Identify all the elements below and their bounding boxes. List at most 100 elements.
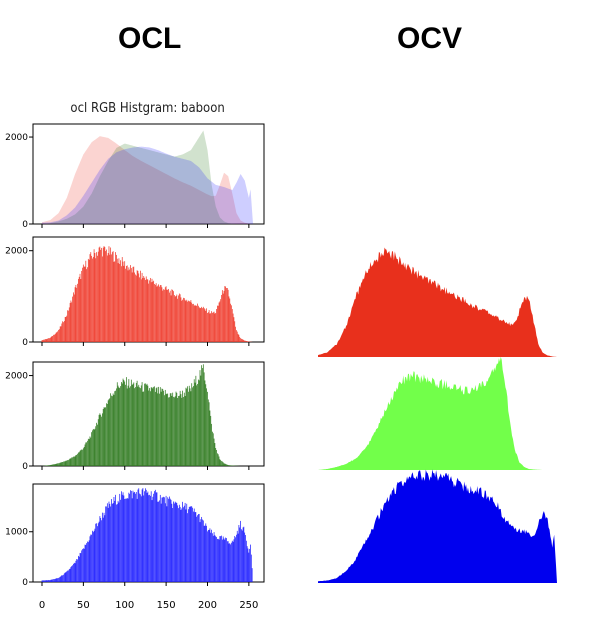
histogram-bar bbox=[162, 389, 164, 466]
histogram-bar bbox=[82, 449, 83, 466]
y-tick-label-2: 2000 bbox=[5, 372, 28, 382]
histogram-bar bbox=[192, 304, 193, 342]
histogram-bar bbox=[113, 394, 115, 466]
histogram-bar bbox=[191, 506, 193, 582]
histogram-bar bbox=[70, 566, 72, 582]
histogram-bar bbox=[62, 462, 64, 466]
histogram-bar bbox=[58, 463, 59, 466]
histogram-bar bbox=[97, 419, 99, 466]
y-tick-label-1: 2000 bbox=[5, 247, 28, 257]
histogram-bar bbox=[79, 450, 81, 466]
histogram-bar bbox=[238, 525, 240, 582]
histogram-bar bbox=[124, 499, 126, 582]
y-tick-label-2: 0 bbox=[22, 462, 28, 472]
histogram-bar bbox=[54, 334, 55, 342]
histogram-bar bbox=[151, 278, 153, 342]
histogram-bar bbox=[114, 261, 116, 342]
histogram-bar bbox=[73, 563, 74, 582]
histogram-bar bbox=[190, 300, 192, 342]
x-tick-label: 200 bbox=[198, 600, 217, 611]
histogram-bar bbox=[158, 386, 159, 466]
histogram-bar bbox=[58, 577, 59, 582]
histogram-bar bbox=[99, 516, 101, 582]
histogram-bar bbox=[139, 493, 140, 582]
histogram-bar bbox=[97, 424, 98, 466]
histogram-bar bbox=[68, 307, 70, 342]
histogram-bar bbox=[79, 273, 81, 342]
histogram-bar bbox=[123, 265, 125, 342]
ocl-heading: OCL bbox=[118, 22, 182, 55]
histogram-bar bbox=[203, 308, 205, 342]
histogram-bar bbox=[183, 392, 185, 466]
histogram-bar bbox=[84, 544, 86, 582]
histogram-bar bbox=[180, 297, 182, 342]
histogram-bar bbox=[87, 267, 88, 342]
histogram-bar bbox=[81, 449, 83, 466]
histogram-bar bbox=[53, 464, 54, 466]
histogram-bar bbox=[142, 488, 144, 582]
histogram-bar bbox=[220, 299, 222, 342]
histogram-bar bbox=[217, 305, 219, 342]
histogram-bar bbox=[114, 500, 116, 582]
histogram-bar bbox=[224, 539, 226, 582]
histogram-bar bbox=[117, 263, 119, 342]
histogram-bar bbox=[101, 413, 103, 466]
histogram-bar bbox=[57, 331, 59, 342]
histogram-bar bbox=[54, 579, 55, 582]
histogram-bar bbox=[212, 312, 213, 342]
histogram-bar bbox=[131, 272, 133, 342]
histogram-bar bbox=[172, 392, 174, 466]
histogram-bar bbox=[135, 275, 137, 342]
histogram-bar bbox=[61, 462, 63, 466]
histogram-bar bbox=[141, 382, 143, 466]
histogram-bar bbox=[224, 463, 226, 466]
histogram-bar bbox=[165, 286, 167, 342]
histogram-bar bbox=[70, 300, 72, 342]
histogram-bar bbox=[195, 375, 197, 466]
histogram-bar bbox=[221, 290, 223, 342]
histogram-bar bbox=[101, 520, 102, 582]
histogram-bar bbox=[241, 338, 242, 342]
histogram-bar bbox=[248, 552, 250, 582]
histogram-bar bbox=[231, 305, 232, 342]
histogram-bar bbox=[214, 443, 216, 466]
histogram-bar bbox=[193, 379, 195, 466]
histogram-bar bbox=[121, 257, 123, 342]
histogram-bar bbox=[175, 502, 177, 582]
histogram-bar bbox=[51, 464, 53, 466]
histogram-bar bbox=[58, 577, 60, 582]
histogram-bar bbox=[121, 491, 122, 582]
histogram-bar bbox=[173, 295, 175, 342]
histogram-bar bbox=[212, 431, 213, 466]
histogram-bar bbox=[83, 266, 85, 342]
histogram-bar bbox=[67, 460, 68, 466]
histogram-bar bbox=[98, 247, 100, 342]
histogram-bar bbox=[50, 464, 52, 466]
histogram-bar bbox=[221, 461, 223, 466]
histogram-bar bbox=[208, 529, 210, 582]
histogram-bar bbox=[110, 506, 112, 582]
histogram-bar bbox=[109, 398, 111, 466]
histogram-bar bbox=[125, 498, 127, 582]
histogram-bar bbox=[88, 540, 90, 582]
histogram-bar bbox=[140, 385, 142, 466]
histogram-bar bbox=[80, 449, 82, 466]
histogram-bar bbox=[226, 288, 228, 342]
histogram-bar bbox=[120, 260, 121, 342]
histogram-bar bbox=[122, 378, 124, 466]
histogram-bar bbox=[77, 283, 78, 342]
histogram-bar bbox=[73, 292, 74, 342]
histogram-bar bbox=[213, 532, 215, 582]
histogram-bar bbox=[152, 281, 154, 342]
histogram-bar bbox=[145, 276, 147, 342]
histogram-bar bbox=[109, 503, 111, 582]
histogram-bar bbox=[92, 256, 94, 342]
histogram-bar bbox=[251, 568, 253, 582]
histogram-bar bbox=[44, 580, 45, 582]
histogram-bar bbox=[201, 306, 203, 342]
histogram-bar bbox=[138, 488, 140, 582]
histogram-bar bbox=[149, 494, 150, 582]
histogram-bar bbox=[116, 504, 117, 582]
histogram-bar bbox=[111, 396, 113, 466]
histogram-bar bbox=[135, 493, 136, 582]
